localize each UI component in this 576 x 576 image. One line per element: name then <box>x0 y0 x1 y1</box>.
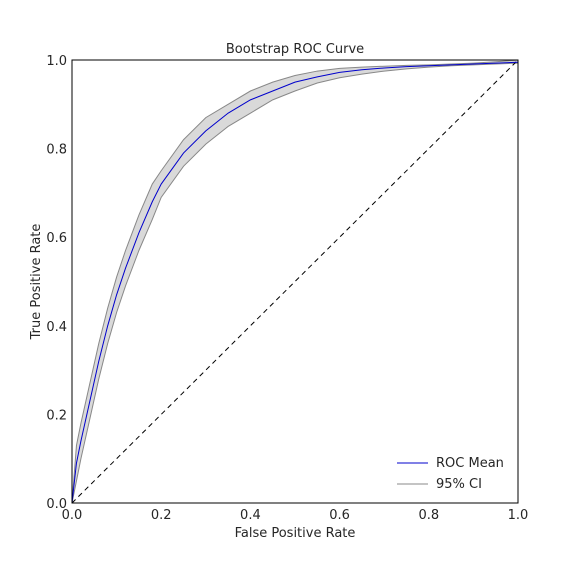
x-tick-label: 1.0 <box>508 508 529 523</box>
y-tick-label: 1.0 <box>46 54 67 69</box>
y-tick-label: 0.6 <box>46 231 67 246</box>
y-tick-label: 0.0 <box>46 497 67 512</box>
legend-label-roc-mean: ROC Mean <box>436 456 504 471</box>
y-tick-label: 0.8 <box>46 143 67 158</box>
roc-mean-line <box>71 61 519 504</box>
chart-title: Bootstrap ROC Curve <box>226 42 364 57</box>
ci-upper-line <box>71 59 519 504</box>
legend-label-95-ci: 95% CI <box>436 477 482 492</box>
legend: ROC Mean 95% CI <box>397 456 504 492</box>
y-tick-label: 0.2 <box>46 408 67 423</box>
y-tick-label: 0.4 <box>46 320 67 335</box>
plot-frame <box>71 59 519 504</box>
x-tick-label: 0.0 <box>62 508 83 523</box>
x-tick-label: 0.4 <box>240 508 261 523</box>
ci-lower-line <box>71 62 519 504</box>
chance-diagonal-line <box>71 59 519 504</box>
plot-layer: 0.0 0.2 0.4 0.6 0.8 1.0 0.0 0.2 0.4 0.6 0.8 1.0 <box>46 54 528 523</box>
x-axis-label: False Positive Rate <box>235 526 356 541</box>
x-tick-label: 0.6 <box>329 508 350 523</box>
x-tick-label: 0.8 <box>418 508 439 523</box>
x-tick-label: 0.2 <box>151 508 172 523</box>
y-axis-label: True Positive Rate <box>29 224 44 341</box>
